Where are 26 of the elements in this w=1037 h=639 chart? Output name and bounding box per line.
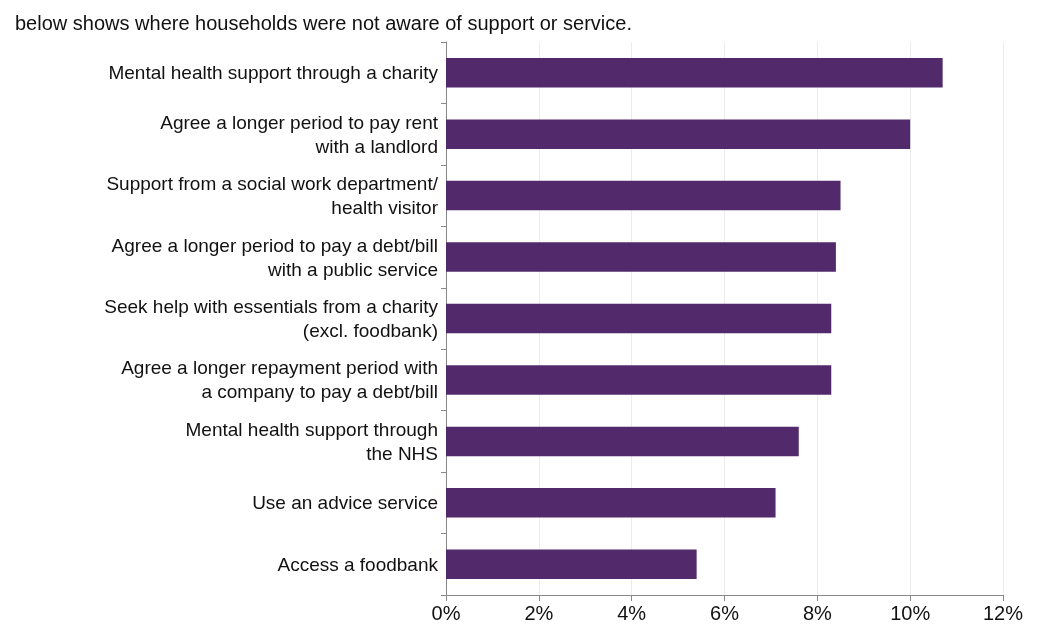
x-tick-label: 4% — [617, 602, 647, 624]
y-tick-label: Mental health support through a charity — [108, 62, 439, 84]
bar — [446, 426, 799, 457]
x-tick-label: 8% — [802, 602, 832, 624]
bar — [446, 488, 776, 518]
chart-title: below shows where households were not aware of support or service. — [15, 12, 632, 34]
y-tick-label: Mental health support through the NHS — [185, 418, 438, 464]
y-tick-label: Support from a social work department/ health visitor — [106, 173, 439, 219]
x-tick-label: 0% — [431, 602, 461, 624]
bar — [446, 365, 832, 395]
x-tick-label: 10% — [890, 602, 931, 624]
x-tick-label: 2% — [524, 602, 554, 624]
y-tick-label: Agree a longer period to pay rent with a landlord — [160, 111, 439, 157]
y-tick-label: Seek help with essentials from a charity (excl. foodbank) — [104, 296, 439, 341]
x-tick-label: 12% — [982, 602, 1024, 624]
bar — [446, 57, 943, 88]
y-tick-label: Access a foodbank — [277, 553, 439, 575]
y-tick-label: Agree a longer repayment period with a company to pay a debt/bill — [121, 357, 438, 403]
bar — [446, 303, 832, 334]
y-tick-label: Use an advice service — [252, 492, 438, 514]
bar — [446, 180, 841, 211]
bar — [446, 119, 911, 149]
bar — [446, 549, 697, 580]
bar — [446, 242, 836, 272]
y-tick-label: Agree a longer period to pay a debt/bill with a public service — [111, 234, 438, 280]
x-tick-label: 6% — [710, 602, 740, 624]
